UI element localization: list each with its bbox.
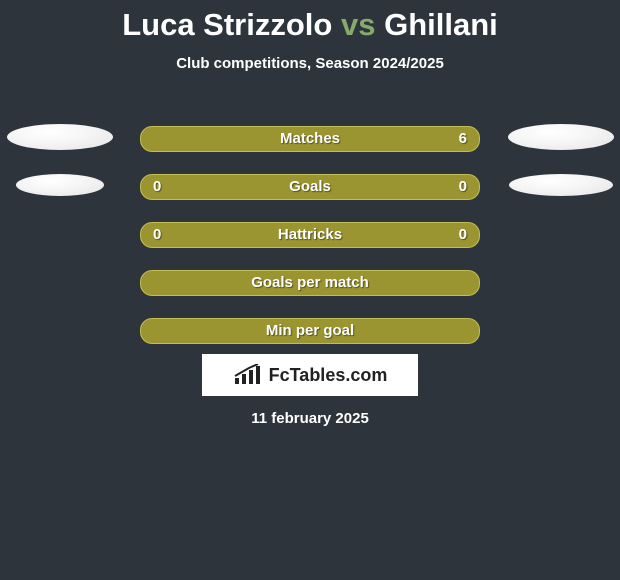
stats-block: Matches 6 0 Goals 0 0 Hattricks 0 Goals … — [140, 126, 480, 366]
page-title: Luca Strizzolo vs Ghillani — [0, 0, 620, 43]
stat-row-min-per-goal: Min per goal — [140, 318, 480, 344]
stat-label: Matches — [141, 127, 479, 151]
update-date: 11 february 2025 — [0, 410, 620, 427]
stat-label: Goals — [141, 175, 479, 199]
player1-name: Luca Strizzolo — [122, 7, 332, 42]
right-indicator-column — [503, 124, 618, 220]
stat-row-matches: Matches 6 — [140, 126, 480, 152]
indicator-bubble — [7, 124, 113, 150]
stat-row-goals: 0 Goals 0 — [140, 174, 480, 200]
bar-chart-icon — [233, 364, 263, 386]
left-indicator-column — [2, 124, 117, 220]
stat-right-value: 0 — [459, 175, 467, 199]
stat-right-value: 6 — [459, 127, 467, 151]
stat-row-goals-per-match: Goals per match — [140, 270, 480, 296]
brand-text: FcTables.com — [269, 365, 388, 386]
player2-name: Ghillani — [384, 7, 498, 42]
stat-label: Min per goal — [141, 319, 479, 343]
indicator-bubble — [509, 174, 613, 196]
stat-row-hattricks: 0 Hattricks 0 — [140, 222, 480, 248]
subtitle: Club competitions, Season 2024/2025 — [0, 55, 620, 72]
vs-text: vs — [341, 7, 375, 42]
stat-right-value: 0 — [459, 223, 467, 247]
comparison-card: Luca Strizzolo vs Ghillani Club competit… — [0, 0, 620, 580]
stat-label: Hattricks — [141, 223, 479, 247]
indicator-bubble — [16, 174, 104, 196]
brand-logo: FcTables.com — [202, 354, 418, 396]
stat-label: Goals per match — [141, 271, 479, 295]
indicator-bubble — [508, 124, 614, 150]
